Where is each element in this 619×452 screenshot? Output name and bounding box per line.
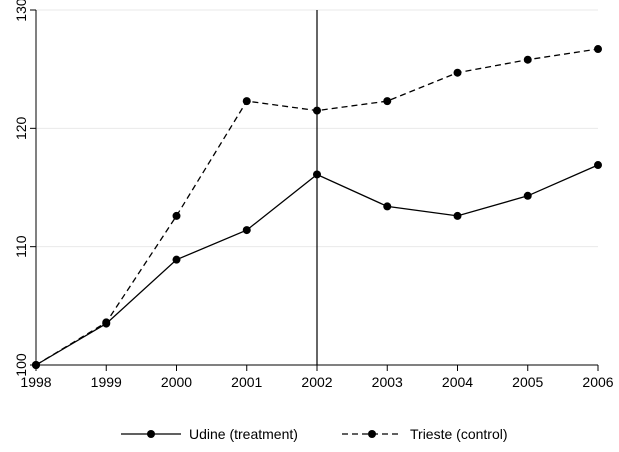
x-tick-label-2002: 2002 — [301, 374, 332, 390]
legend-label-trieste: Trieste (control) — [410, 426, 508, 442]
point-udine-2000 — [172, 255, 181, 264]
y-tick-label-130: 130 — [13, 0, 29, 22]
x-tick-label-2003: 2003 — [372, 374, 403, 390]
series-layer — [32, 45, 602, 369]
x-tick-label-2006: 2006 — [582, 374, 613, 390]
point-trieste-2000 — [172, 211, 181, 220]
legend-label-udine: Udine (treatment) — [189, 426, 298, 442]
point-udine-2003 — [383, 202, 392, 211]
x-tick-label-1998: 1998 — [20, 374, 51, 390]
legend-marker-udine — [147, 430, 155, 438]
point-trieste-2005 — [523, 55, 532, 64]
point-trieste-1999 — [102, 318, 111, 327]
legend-item-udine: Udine (treatment) — [121, 426, 298, 442]
point-trieste-2001 — [242, 97, 251, 106]
x-tick-label-2001: 2001 — [231, 374, 262, 390]
point-udine-2004 — [453, 211, 462, 220]
series-trieste — [32, 45, 602, 369]
x-tick-label-2005: 2005 — [512, 374, 543, 390]
point-udine-2002 — [313, 170, 321, 179]
point-udine-2006 — [594, 161, 602, 170]
point-trieste-2004 — [453, 68, 462, 77]
point-trieste-1998 — [32, 361, 40, 369]
legend: Udine (treatment) Trieste (control) — [121, 426, 508, 442]
point-trieste-2003 — [383, 97, 392, 106]
x-tick-label-2004: 2004 — [442, 374, 473, 390]
y-tick-label-100: 100 — [13, 353, 29, 377]
point-trieste-2002 — [313, 106, 321, 115]
y-tick-label-110: 110 — [13, 235, 29, 258]
y-tick-label-120: 120 — [13, 116, 29, 140]
legend-item-trieste: Trieste (control) — [342, 426, 508, 442]
point-udine-2001 — [242, 226, 251, 235]
legend-marker-trieste — [368, 430, 376, 438]
point-trieste-2006 — [594, 45, 602, 54]
x-tick-label-2000: 2000 — [161, 374, 192, 390]
y-ticks: 100 110 120 130 — [13, 0, 36, 377]
point-udine-2005 — [523, 191, 532, 200]
x-ticks: 1998 1999 2000 2001 2002 2003 2004 2005 2006 — [20, 365, 614, 390]
x-tick-label-1999: 1999 — [91, 374, 122, 390]
